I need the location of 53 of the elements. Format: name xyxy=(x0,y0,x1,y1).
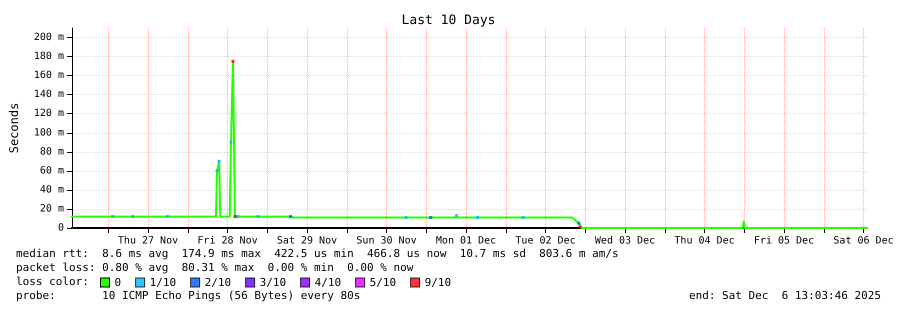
y-axis-title: Seconds xyxy=(7,102,21,154)
point xyxy=(476,216,479,220)
point xyxy=(218,160,221,163)
text: packet loss: 0.80 % avg 80.31 % max 0.00 % min 0.00 % now xyxy=(16,261,414,274)
legend-label: 0 xyxy=(114,276,122,289)
x-tick-label: Tue 02 Dec xyxy=(515,236,576,246)
x-tick-label: Mon 01 Dec xyxy=(436,236,496,246)
point xyxy=(131,215,134,218)
x-tick-label: Thu 04 Dec xyxy=(674,236,735,246)
y-tick-label: 120 m xyxy=(34,108,64,120)
point xyxy=(404,216,408,220)
y-tick-label: 80 m xyxy=(40,146,64,158)
y-tick-label: 20 m xyxy=(40,203,64,214)
point xyxy=(429,216,432,220)
point xyxy=(166,215,169,218)
point xyxy=(216,169,219,172)
point xyxy=(236,215,240,218)
y-tick-label: 200 m xyxy=(34,32,64,44)
legend-label: 4/10 xyxy=(314,276,342,289)
x-tick-label: Fri 28 Nov xyxy=(197,236,258,246)
legend-title: loss color: xyxy=(16,275,89,288)
point xyxy=(455,214,458,218)
y-tick-label: 40 m xyxy=(40,184,64,196)
point xyxy=(233,215,236,218)
legend-label: 9/10 xyxy=(424,276,452,289)
point xyxy=(231,60,234,63)
y-tick-label: 140 m xyxy=(34,89,64,100)
point xyxy=(289,215,292,218)
legend-label: 3/10 xyxy=(260,276,286,289)
text: probe: 10 ICMP Echo Pings (56 Bytes) every 80s xyxy=(16,289,360,302)
legend-label: 5/10 xyxy=(370,276,396,289)
point xyxy=(111,215,114,218)
point xyxy=(578,226,582,229)
x-tick-label: Thu 27 Nov xyxy=(118,236,178,246)
y-tick-label: 0 xyxy=(58,222,64,234)
legend-label: 1/10 xyxy=(150,276,176,289)
x-tick-label: Wed 03 Dec xyxy=(594,236,656,246)
point xyxy=(577,222,580,225)
y-tick-label: 180 m xyxy=(34,51,64,62)
text: median rtt: 8.6 ms avg 174.9 ms max 422.5 us min 466.8 us now 10.7 ms sd 803.6 m am/s xyxy=(16,247,619,260)
point xyxy=(522,216,525,220)
point xyxy=(256,215,260,218)
y-tick-label: 60 m xyxy=(40,165,64,176)
point xyxy=(230,140,232,144)
x-tick-label: Sat 06 Dec xyxy=(833,236,894,246)
text: end: Sat Dec 6 13:03:46 2025 xyxy=(688,289,882,302)
y-tick-label: 160 m xyxy=(34,70,64,82)
x-tick-label: Sat 29 Nov xyxy=(276,236,338,246)
x-tick-label: Sun 30 Nov xyxy=(356,236,417,246)
legend-label: 2/10 xyxy=(204,276,232,289)
y-tick-label: 100 m xyxy=(34,127,64,138)
chart-title: Last 10 Days xyxy=(402,13,496,28)
x-tick-label: Fri 05 Dec xyxy=(754,236,814,246)
